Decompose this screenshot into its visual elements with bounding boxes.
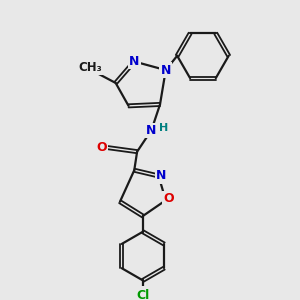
Text: N: N	[129, 55, 140, 68]
Text: N: N	[160, 64, 171, 76]
Text: N: N	[146, 124, 157, 137]
Text: O: O	[96, 141, 107, 154]
Text: O: O	[163, 192, 174, 205]
Text: Cl: Cl	[136, 289, 149, 300]
Text: H: H	[159, 123, 168, 133]
Text: N: N	[156, 169, 166, 182]
Text: CH₃: CH₃	[78, 61, 102, 74]
